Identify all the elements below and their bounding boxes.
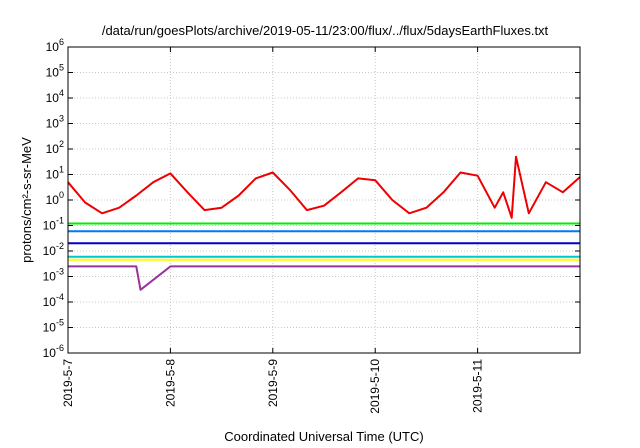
y-axis: 10610510410310210110010-110-210-310-410-… xyxy=(43,37,580,360)
y-tick-base: 10 xyxy=(46,91,60,105)
y-tick-exponent: 5 xyxy=(59,63,64,73)
x-tick-label: 2019-5-11 xyxy=(471,359,485,413)
y-tick-exponent: 2 xyxy=(59,139,64,149)
y-tick-label: 10-3 xyxy=(43,267,64,284)
y-tick-exponent: 6 xyxy=(59,37,64,47)
series-group xyxy=(67,155,581,291)
x-tick-label: 2019-5-9 xyxy=(266,359,280,407)
y-tick-exponent: -5 xyxy=(56,318,64,328)
y-tick-base: 10 xyxy=(46,142,60,156)
y-tick-label: 10-2 xyxy=(43,241,64,258)
y-tick-base: 10 xyxy=(43,346,57,360)
y-tick-base: 10 xyxy=(43,270,57,284)
y-tick-exponent: -3 xyxy=(56,267,64,277)
y-tick-exponent: 1 xyxy=(59,165,64,175)
x-axis-title: Coordinated Universal Time (UTC) xyxy=(224,429,423,444)
y-tick-label: 103 xyxy=(46,114,64,131)
y-tick-exponent: 3 xyxy=(59,114,64,124)
y-tick-exponent: 4 xyxy=(59,88,64,98)
series-line-1 xyxy=(67,155,581,219)
x-tick-label: 2019-5-7 xyxy=(61,359,75,407)
y-tick-label: 100 xyxy=(46,190,64,207)
y-tick-label: 101 xyxy=(46,165,64,182)
y-tick-label: 106 xyxy=(46,37,64,54)
y-tick-label: 10-1 xyxy=(43,216,64,233)
y-tick-base: 10 xyxy=(46,117,60,131)
y-tick-exponent: -2 xyxy=(56,241,64,251)
y-tick-base: 10 xyxy=(43,244,57,258)
y-tick-label: 10-6 xyxy=(43,343,64,360)
y-axis-title: protons/cm²-s-sr-MeV xyxy=(19,137,34,263)
y-tick-exponent: 0 xyxy=(59,190,64,200)
y-tick-base: 10 xyxy=(46,66,60,80)
grid xyxy=(68,47,580,353)
y-tick-base: 10 xyxy=(43,321,57,335)
y-tick-base: 10 xyxy=(43,295,57,309)
series-line-7 xyxy=(68,265,580,291)
y-tick-base: 10 xyxy=(43,219,57,233)
y-tick-base: 10 xyxy=(46,193,60,207)
y-tick-exponent: -1 xyxy=(56,216,64,226)
x-tick-label: 2019-5-8 xyxy=(163,359,177,407)
y-tick-label: 105 xyxy=(46,63,64,80)
x-axis: 2019-5-7 2019-5-8 2019-5-9 2019-5-10 2019-5-… xyxy=(61,47,485,414)
y-tick-label: 102 xyxy=(46,139,64,156)
y-tick-base: 10 xyxy=(46,40,60,54)
y-tick-exponent: -6 xyxy=(56,343,64,353)
y-tick-label: 104 xyxy=(46,88,64,105)
x-tick-label: 2019-5-10 xyxy=(368,359,382,414)
y-tick-base: 10 xyxy=(46,168,60,182)
y-tick-label: 10-4 xyxy=(43,292,64,309)
y-tick-exponent: -4 xyxy=(56,292,64,302)
y-tick-label: 10-5 xyxy=(43,318,64,335)
chart-title: /data/run/goesPlots/archive/2019-05-11/2… xyxy=(102,23,549,38)
